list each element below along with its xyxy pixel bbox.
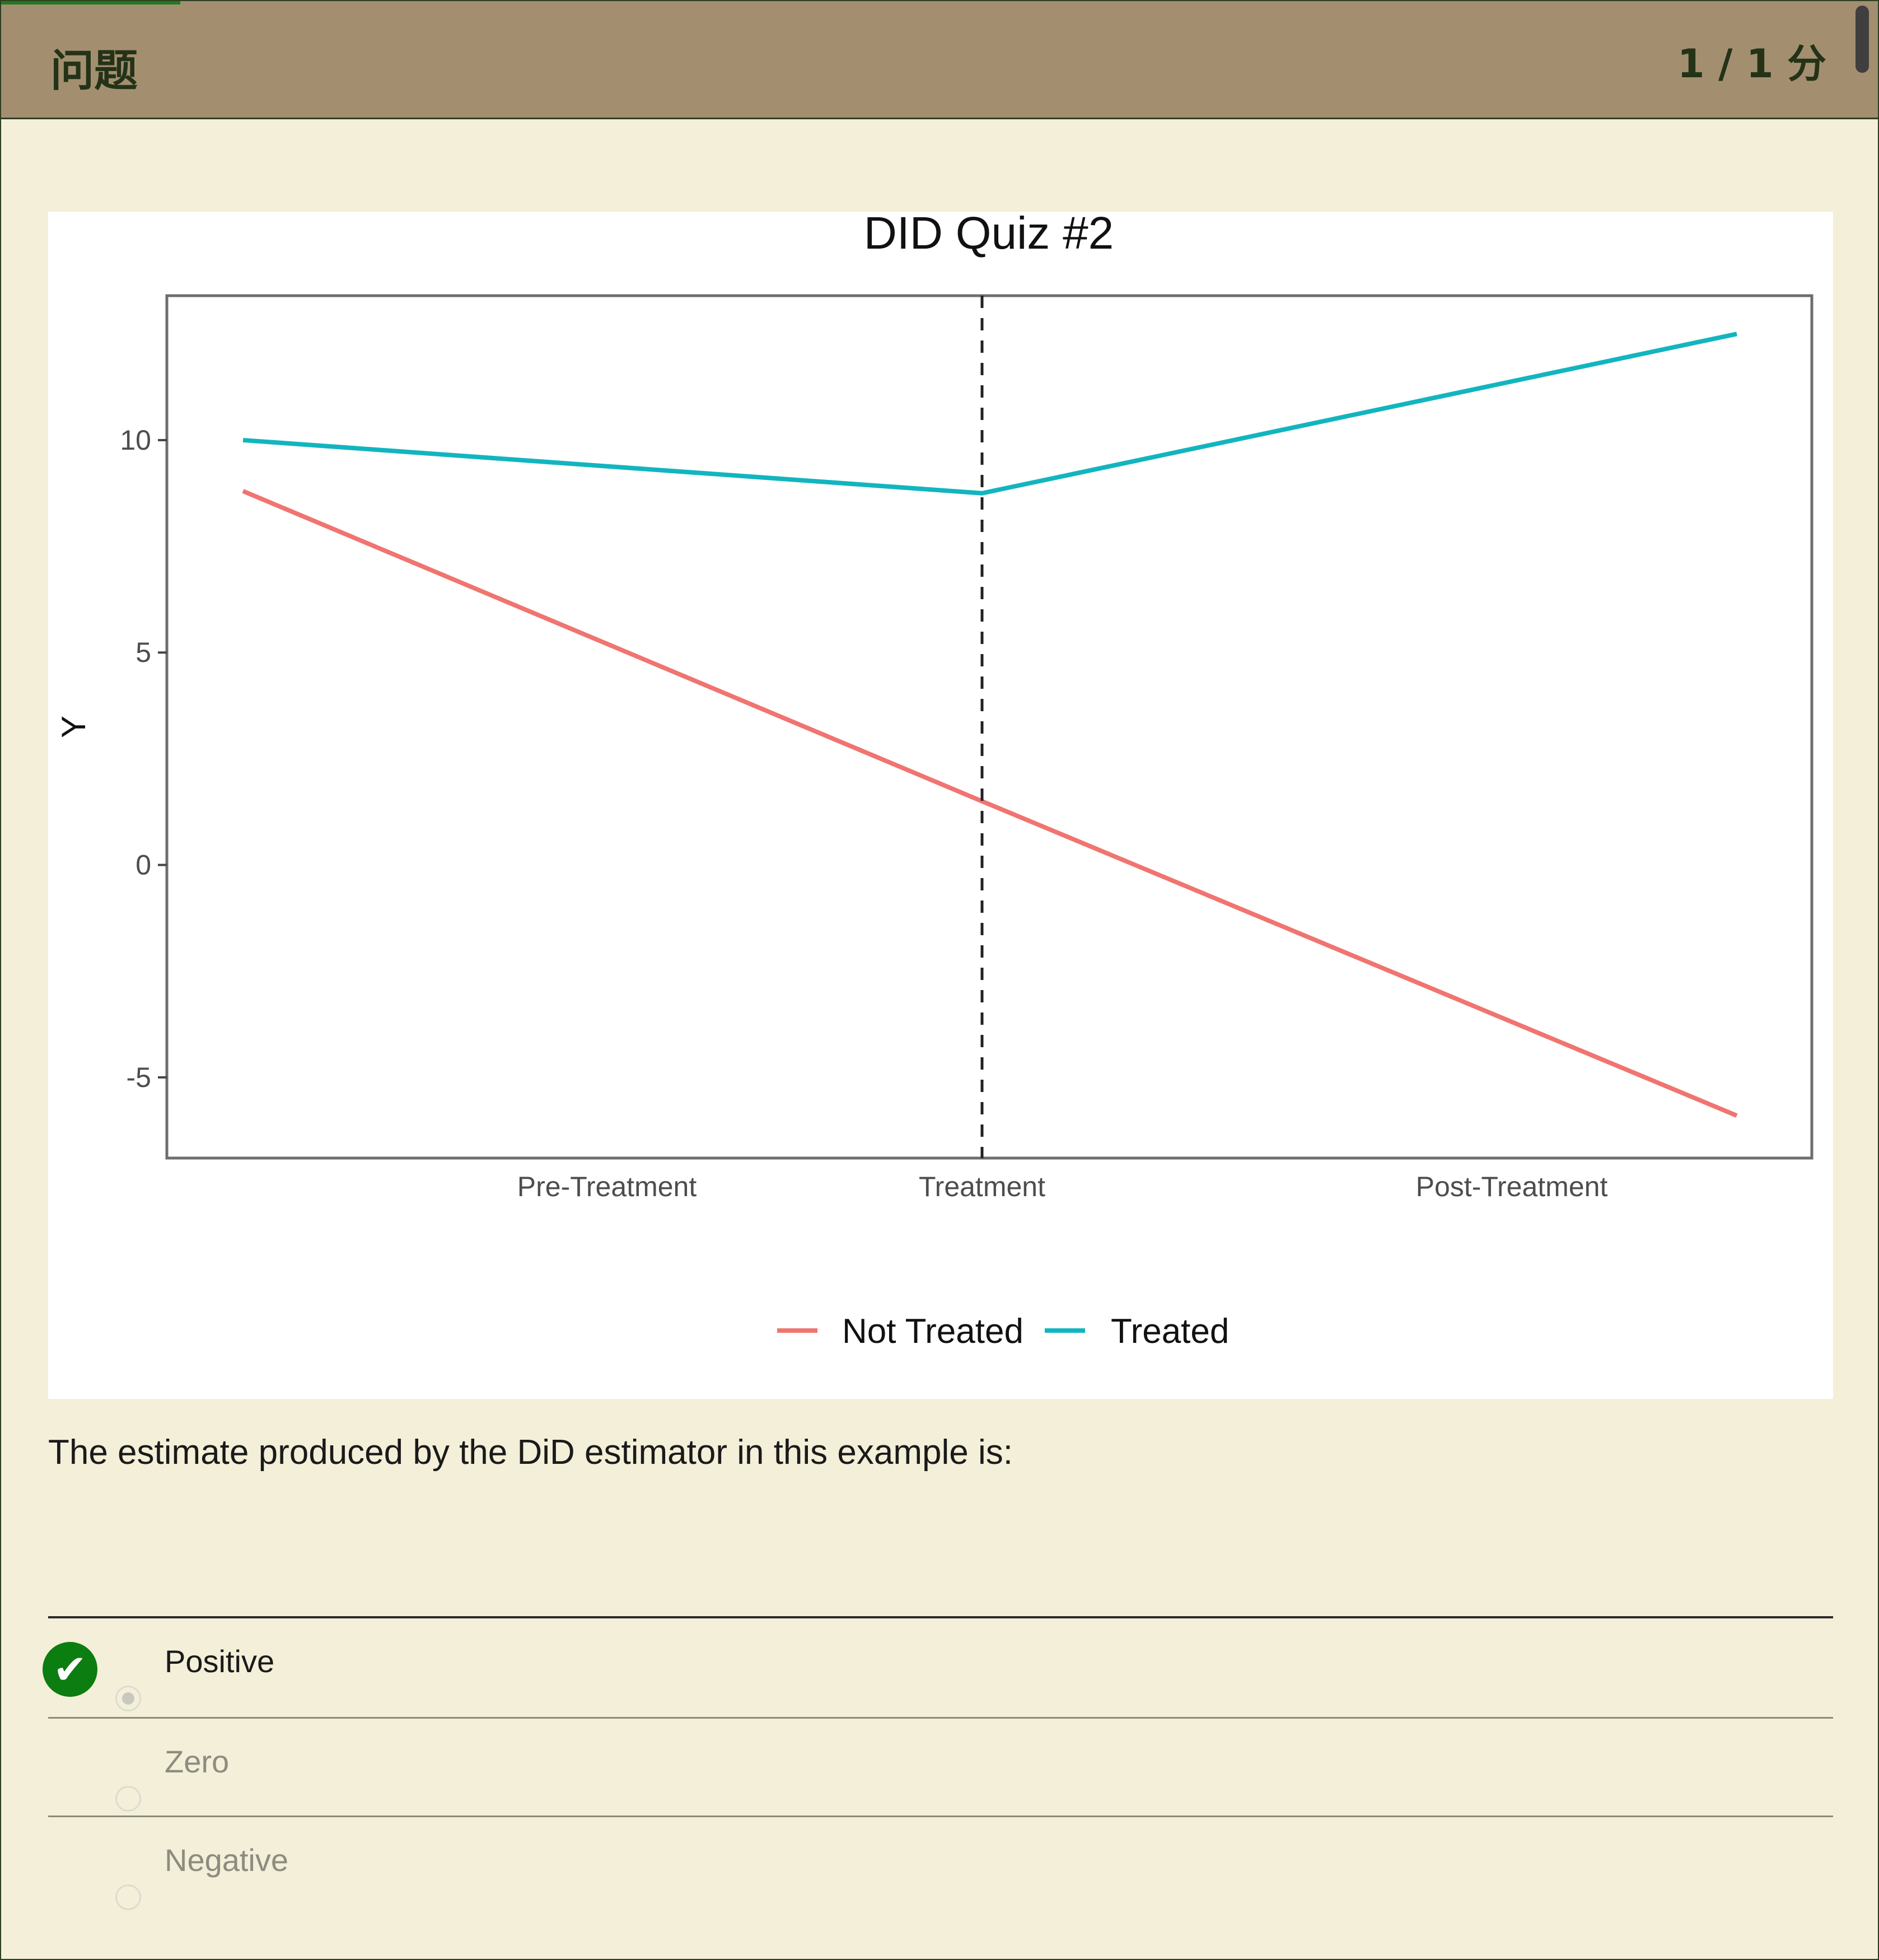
- x-tick-label: Treatment: [919, 1171, 1045, 1202]
- x-tick-label: Pre-Treatment: [517, 1171, 697, 1202]
- option-positive[interactable]: ✔ Positive: [43, 1616, 1833, 1717]
- legend-label: Treated: [1111, 1312, 1229, 1351]
- y-tick-label: 0: [135, 850, 151, 881]
- question-score: 1 / 1 分: [1677, 41, 1826, 87]
- radio-button-zero[interactable]: [115, 1786, 141, 1812]
- legend-label: Not Treated: [842, 1312, 1023, 1351]
- question-prompt: The estimate produced by the DiD estimat…: [48, 1433, 1013, 1472]
- option-negative[interactable]: Negative: [48, 1816, 1833, 1916]
- radio-button-positive[interactable]: [115, 1686, 141, 1711]
- chart-title: DID Quiz #2: [864, 212, 1114, 259]
- series-line-not-treated: [242, 489, 1738, 1118]
- question-title: 问题: [50, 46, 138, 96]
- y-tick-label: -5: [127, 1062, 151, 1093]
- chart-image: DID Quiz #2 Y 10 5 0 -5 Pre-Treatment Treatm…: [48, 212, 1833, 1399]
- y-tick-label: 5: [135, 637, 151, 668]
- radio-button-negative[interactable]: [115, 1884, 141, 1910]
- x-tick-label: Post-Treatment: [1416, 1171, 1608, 1202]
- option-label: Zero: [165, 1744, 230, 1779]
- series-line-treated: [242, 332, 1737, 496]
- checkmark-icon: ✔: [43, 1642, 97, 1697]
- option-label: Negative: [165, 1842, 289, 1878]
- option-zero[interactable]: Zero: [48, 1717, 1833, 1817]
- scrollbar-thumb[interactable]: [1855, 6, 1869, 73]
- plot-panel: [165, 294, 1813, 1160]
- y-axis-label: Y: [55, 716, 92, 738]
- question-header: 问题 1 / 1 分: [1, 1, 1878, 119]
- y-tick-label: 10: [120, 424, 151, 456]
- option-label: Positive: [165, 1644, 275, 1679]
- progress-accent: [1, 1, 180, 4]
- line-chart: DID Quiz #2 Y 10 5 0 -5 Pre-Treatment Treatm…: [55, 212, 1813, 1351]
